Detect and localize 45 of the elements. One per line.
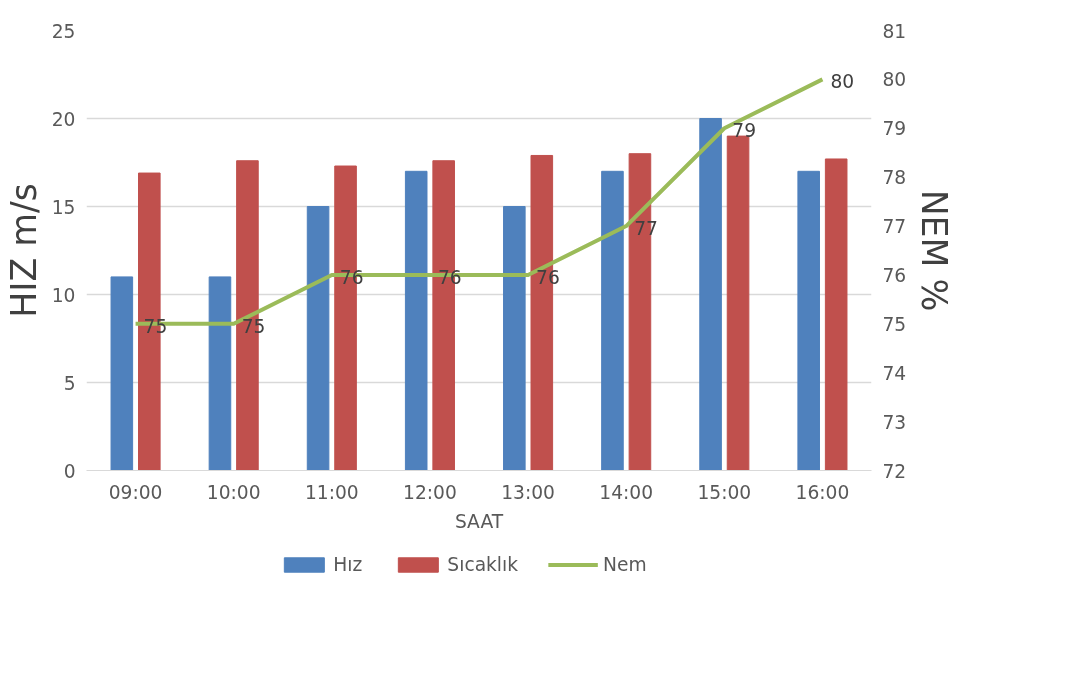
y-tick-label: 25: [51, 20, 76, 42]
data-label: 79: [732, 120, 757, 142]
x-tick-label: 16:00: [795, 481, 850, 503]
y2-tick-label: 78: [882, 167, 907, 189]
data-label: 76: [437, 266, 462, 288]
x-tick-label: 13:00: [501, 481, 555, 503]
bar: [110, 276, 134, 471]
y2-tick-label: 74: [882, 362, 907, 384]
y2-tick-label: 80: [882, 69, 907, 91]
bar: [824, 158, 848, 471]
bar: [208, 276, 232, 471]
legend-label: Nem: [603, 553, 647, 575]
x-tick-label: 15:00: [697, 481, 752, 503]
y-tick-label: 15: [51, 196, 76, 218]
legend-label: Sıcaklık: [447, 553, 519, 575]
data-label: 80: [830, 71, 855, 93]
bar: [503, 206, 526, 471]
bar: [726, 135, 750, 471]
x-tick-label: 12:00: [403, 481, 457, 503]
y2-axis-title: NEM %: [914, 189, 955, 312]
bar: [797, 170, 820, 471]
x-tick-label: 09:00: [108, 481, 163, 503]
x-tick-label: 11:00: [304, 481, 359, 503]
y-axis-title: HIZ m/s: [3, 183, 44, 318]
bar: [404, 170, 428, 471]
legend-label: Hız: [333, 553, 363, 575]
x-tick-label: 14:00: [599, 481, 654, 503]
y2-tick-label: 72: [882, 460, 907, 482]
y-tick-label: 20: [51, 108, 76, 130]
data-label: 75: [143, 315, 168, 337]
y2-tick-label: 79: [882, 118, 907, 140]
y2-tick-label: 81: [882, 20, 907, 42]
y2-tick-label: 75: [882, 313, 907, 335]
y2-tick-label: 76: [882, 264, 907, 286]
x-tick-label: 10:00: [206, 481, 261, 503]
bar: [601, 170, 624, 471]
y2-tick-label: 77: [882, 216, 907, 238]
y-tick-label: 5: [63, 372, 76, 394]
y2-tick-label: 73: [882, 411, 907, 433]
y-tick-label: 0: [63, 460, 76, 482]
y-tick-label: 10: [51, 284, 76, 306]
data-label: 76: [339, 266, 364, 288]
x-axis-title: SAAT: [454, 510, 504, 532]
bar: [699, 118, 722, 471]
bar: [306, 206, 330, 471]
